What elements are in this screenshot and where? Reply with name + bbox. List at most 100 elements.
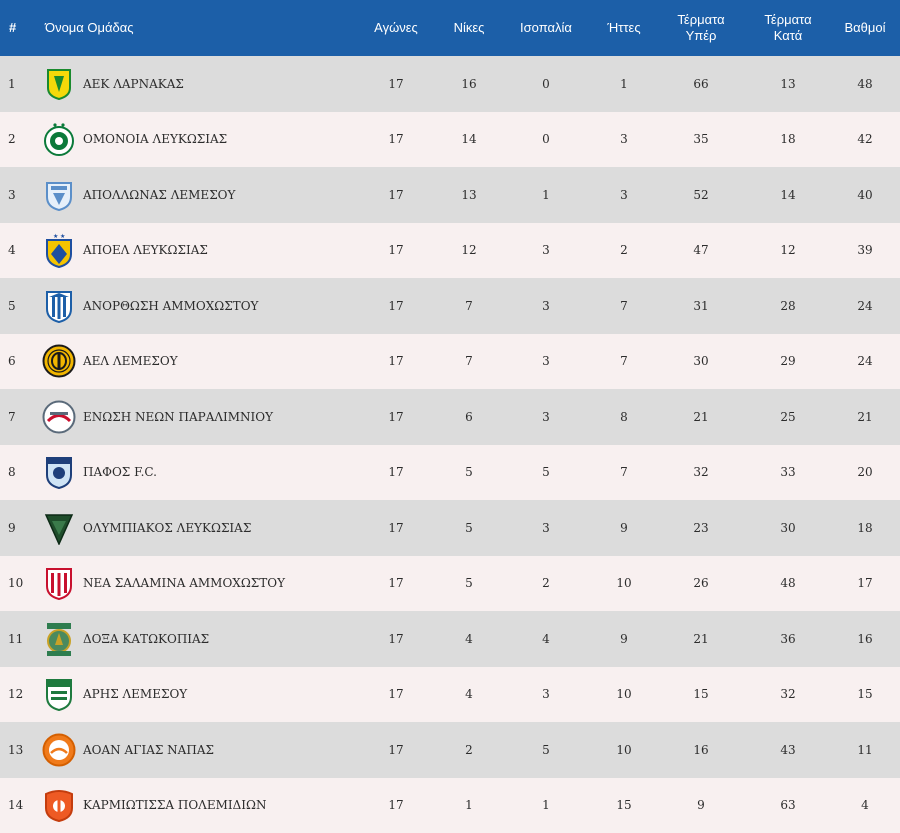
goals-against-cell: 18 — [746, 112, 830, 168]
team-name[interactable]: ΔΟΞΑ ΚΑΤΩΚΟΠΙΑΣ — [83, 632, 209, 646]
header-goals-against-line1: Τέρματα — [764, 12, 811, 27]
team-name[interactable]: ΚΑΡΜΙΩΤΙΣΣΑ ΠΟΛΕΜΙΔΙΩΝ — [83, 798, 267, 812]
wins-cell: 1 — [438, 778, 500, 833]
team-name[interactable]: ΠΑΦΟΣ F.C. — [83, 465, 157, 479]
rank-cell: 12 — [0, 667, 36, 723]
header-played: Αγώνες — [354, 0, 438, 56]
rank-cell: 10 — [0, 556, 36, 612]
wins-cell: 13 — [438, 167, 500, 223]
draws-cell: 3 — [500, 389, 592, 445]
svg-text:★: ★ — [60, 233, 65, 240]
points-cell: 24 — [830, 278, 900, 334]
wins-cell: 4 — [438, 667, 500, 723]
losses-cell: 15 — [592, 778, 656, 833]
apoel-logo-icon: ★★ — [41, 232, 77, 268]
team-name[interactable]: ΝΕΑ ΣΑΛΑΜΙΝΑ ΑΜΜΟΧΩΣΤΟΥ — [83, 576, 285, 590]
wins-cell: 12 — [438, 223, 500, 279]
played-cell: 17 — [354, 722, 438, 778]
header-goals-for-line2: Υπέρ — [686, 28, 717, 43]
played-cell: 17 — [354, 611, 438, 667]
rank-cell: 3 — [0, 167, 36, 223]
rank-cell: 7 — [0, 389, 36, 445]
rank-cell: 8 — [0, 445, 36, 501]
draws-cell: 3 — [500, 667, 592, 723]
goals-for-cell: 26 — [656, 556, 746, 612]
aris-logo-icon — [41, 677, 77, 711]
losses-cell: 1 — [592, 56, 656, 112]
goals-against-cell: 30 — [746, 500, 830, 556]
wins-cell: 16 — [438, 56, 500, 112]
rank-cell: 9 — [0, 500, 36, 556]
team-name[interactable]: ΑΟΑΝ ΑΓΙΑΣ ΝΑΠΑΣ — [83, 743, 214, 757]
losses-cell: 7 — [592, 334, 656, 390]
table-row: 12 ΑΡΗΣ ΛΕΜΕΣΟΥ 17 4 3 10 15 32 15 — [0, 667, 900, 723]
wins-cell: 5 — [438, 445, 500, 501]
draws-cell: 0 — [500, 56, 592, 112]
karmiotissa-logo-icon — [41, 788, 77, 822]
goals-for-cell: 16 — [656, 722, 746, 778]
rank-cell: 2 — [0, 112, 36, 168]
played-cell: 17 — [354, 56, 438, 112]
draws-cell: 2 — [500, 556, 592, 612]
team-cell: ΑΝΟΡΘΩΣΗ ΑΜΜΟΧΩΣΤΟΥ — [36, 278, 354, 334]
table-row: 3 ΑΠΟΛΛΩΝΑΣ ΛΕΜΕΣΟΥ 17 13 1 3 52 14 40 — [0, 167, 900, 223]
losses-cell: 7 — [592, 445, 656, 501]
team-cell: ΟΛΥΜΠΙΑΚΟΣ ΛΕΥΚΩΣΙΑΣ — [36, 500, 354, 556]
draws-cell: 5 — [500, 445, 592, 501]
played-cell: 17 — [354, 445, 438, 501]
wins-cell: 4 — [438, 611, 500, 667]
losses-cell: 7 — [592, 278, 656, 334]
team-name[interactable]: ΑΝΟΡΘΩΣΗ ΑΜΜΟΧΩΣΤΟΥ — [83, 299, 258, 313]
team-name[interactable]: ΟΜΟΝΟΙΑ ΛΕΥΚΩΣΙΑΣ — [83, 132, 227, 146]
table-row: 10 ΝΕΑ ΣΑΛΑΜΙΝΑ ΑΜΜΟΧΩΣΤΟΥ 17 5 2 10 26 … — [0, 556, 900, 612]
draws-cell: 3 — [500, 278, 592, 334]
team-name[interactable]: ΑΡΗΣ ΛΕΜΕΣΟΥ — [83, 687, 187, 701]
goals-for-cell: 52 — [656, 167, 746, 223]
team-name[interactable]: ΑΕΚ ΛΑΡΝΑΚΑΣ — [83, 77, 184, 91]
anorthosis-logo-icon — [41, 289, 77, 323]
table-row: 2 ΟΜΟΝΟΙΑ ΛΕΥΚΩΣΙΑΣ 17 14 0 3 35 18 42 — [0, 112, 900, 168]
team-cell: ΕΝΩΣΗ ΝΕΩΝ ΠΑΡΑΛΙΜΝΙΟΥ — [36, 389, 354, 445]
rank-cell: 13 — [0, 722, 36, 778]
team-name[interactable]: ΑΕΛ ΛΕΜΕΣΟΥ — [83, 354, 178, 368]
doxa-logo-icon — [41, 621, 77, 657]
points-cell: 4 — [830, 778, 900, 833]
wins-cell: 7 — [438, 334, 500, 390]
ael-logo-icon — [41, 344, 77, 378]
losses-cell: 9 — [592, 611, 656, 667]
header-goals-against-line2: Κατά — [774, 28, 803, 43]
team-name[interactable]: ΑΠΟΕΛ ΛΕΥΚΩΣΙΑΣ — [83, 243, 208, 257]
goals-against-cell: 25 — [746, 389, 830, 445]
header-wins: Νίκες — [438, 0, 500, 56]
losses-cell: 10 — [592, 667, 656, 723]
played-cell: 17 — [354, 389, 438, 445]
table-row: 13 ΑΟΑΝ ΑΓΙΑΣ ΝΑΠΑΣ 17 2 5 10 16 43 11 — [0, 722, 900, 778]
draws-cell: 1 — [500, 778, 592, 833]
draws-cell: 3 — [500, 500, 592, 556]
team-name[interactable]: ΕΝΩΣΗ ΝΕΩΝ ΠΑΡΑΛΙΜΝΙΟΥ — [83, 410, 273, 424]
goals-for-cell: 9 — [656, 778, 746, 833]
ayia-napa-logo-icon — [41, 733, 77, 767]
goals-against-cell: 63 — [746, 778, 830, 833]
table-row: 7 ΕΝΩΣΗ ΝΕΩΝ ΠΑΡΑΛΙΜΝΙΟΥ 17 6 3 8 21 25 … — [0, 389, 900, 445]
played-cell: 17 — [354, 500, 438, 556]
wins-cell: 6 — [438, 389, 500, 445]
rank-cell: 6 — [0, 334, 36, 390]
played-cell: 17 — [354, 112, 438, 168]
goals-against-cell: 48 — [746, 556, 830, 612]
team-name[interactable]: ΟΛΥΜΠΙΑΚΟΣ ΛΕΥΚΩΣΙΑΣ — [83, 521, 251, 535]
team-cell: ΝΕΑ ΣΑΛΑΜΙΝΑ ΑΜΜΟΧΩΣΤΟΥ — [36, 556, 354, 612]
losses-cell: 2 — [592, 223, 656, 279]
team-name[interactable]: ΑΠΟΛΛΩΝΑΣ ΛΕΜΕΣΟΥ — [83, 188, 235, 202]
team-cell: ΑΟΑΝ ΑΓΙΑΣ ΝΑΠΑΣ — [36, 722, 354, 778]
table-row: 5 ΑΝΟΡΘΩΣΗ ΑΜΜΟΧΩΣΤΟΥ 17 7 3 7 31 28 24 — [0, 278, 900, 334]
goals-against-cell: 36 — [746, 611, 830, 667]
wins-cell: 2 — [438, 722, 500, 778]
olympiakos-logo-icon — [41, 511, 77, 545]
points-cell: 16 — [830, 611, 900, 667]
draws-cell: 5 — [500, 722, 592, 778]
losses-cell: 10 — [592, 556, 656, 612]
rank-cell: 5 — [0, 278, 36, 334]
wins-cell: 5 — [438, 556, 500, 612]
